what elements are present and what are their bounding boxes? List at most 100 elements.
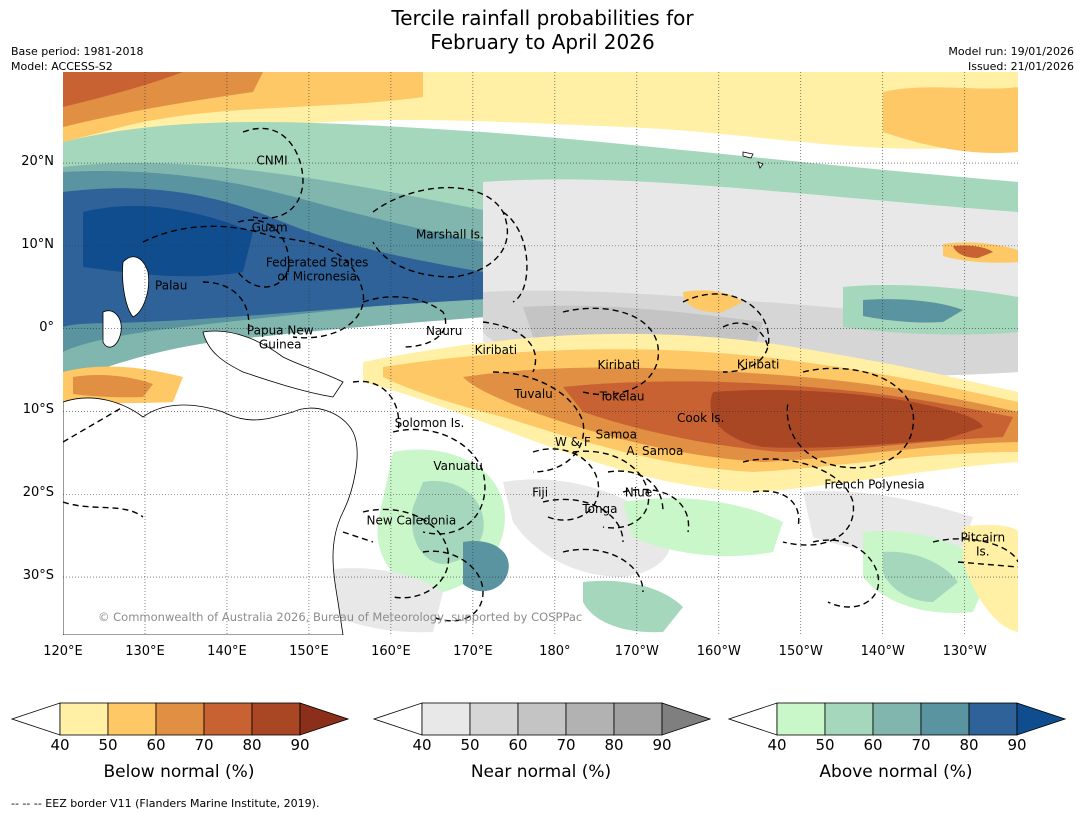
- colorbar-tick-label: 90: [652, 736, 672, 754]
- colorbar-low-extension: [11, 702, 61, 736]
- colorbar-high-extension: [1016, 702, 1066, 736]
- colorbar-high-extension: [299, 702, 349, 736]
- place-label: Guinea: [259, 337, 302, 351]
- colorbar-tick-label: 70: [556, 736, 576, 754]
- colorbar-title: Below normal (%): [103, 762, 255, 782]
- colorbar-tick-label: 60: [863, 736, 883, 754]
- title-line-1: Tercile rainfall probabilities for: [391, 6, 694, 30]
- colorbar-tick-label: 90: [290, 736, 310, 754]
- land-outlines: [63, 151, 764, 635]
- colorbar-segment: [155, 702, 205, 736]
- eez-borders: [63, 127, 1018, 622]
- title-line-2: February to April 2026: [430, 30, 655, 54]
- colorbar-segment: [421, 702, 471, 736]
- colorbar-tick-label: 80: [604, 736, 624, 754]
- colorbar-segment: [776, 702, 826, 736]
- map-title: Tercile rainfall probabilities for Febru…: [0, 6, 1085, 54]
- model-run: Model run: 19/01/2026: [948, 45, 1074, 58]
- longitude-tick-label: 150°E: [289, 644, 329, 659]
- gridlines: [63, 72, 1018, 635]
- colorbar-segment: [824, 702, 874, 736]
- colorbar-segment: [872, 702, 922, 736]
- place-label: Guam: [252, 221, 288, 235]
- place-label: Kiribati: [475, 343, 517, 357]
- latitude-tick-label: 30°S: [22, 568, 54, 584]
- colorbar-tick-label: 40: [412, 736, 432, 754]
- colorbar-tick-label: 60: [146, 736, 166, 754]
- longitude-tick-label: 150°W: [778, 644, 823, 659]
- colorbar-segment: [107, 702, 157, 736]
- colorbar-tick-label: 50: [460, 736, 480, 754]
- place-label: Tonga: [581, 502, 617, 516]
- place-label: Tokelau: [599, 390, 645, 404]
- place-label: Kiribati: [598, 358, 640, 372]
- colorbar-tick-label: 60: [508, 736, 528, 754]
- place-label: Federated States: [266, 255, 368, 269]
- longitude-tick-label: 160°E: [371, 644, 411, 659]
- colorbar-segment: [968, 702, 1018, 736]
- eez-footnote: -- -- -- EEZ border V11 (Flanders Marine…: [11, 797, 320, 810]
- colorbar-tick-label: 90: [1007, 736, 1027, 754]
- longitude-tick-label: 130°W: [942, 644, 987, 659]
- colorbar-low-extension: [728, 702, 778, 736]
- colorbar-tick-label: 50: [98, 736, 118, 754]
- longitude-tick-label: 130°E: [125, 644, 165, 659]
- colorbar-high-extension: [661, 702, 711, 736]
- place-label: Vanuatu: [433, 459, 483, 473]
- place-label: Pitcairn: [960, 530, 1005, 544]
- place-label: Fiji: [532, 486, 548, 500]
- longitude-tick-label: 180°: [539, 644, 571, 659]
- place-label: Solomon Is.: [395, 416, 465, 430]
- place-label: French Polynesia: [824, 477, 924, 491]
- latitude-tick-label: 20°S: [22, 485, 54, 501]
- colorbar-tick-label: 50: [815, 736, 835, 754]
- colorbar-3: [728, 702, 1066, 736]
- colorbar-segment: [59, 702, 109, 736]
- colorbar-tick-label: 80: [242, 736, 262, 754]
- colorbar-low-extension: [373, 702, 423, 736]
- colorbar-tick-label: 80: [959, 736, 979, 754]
- latitude-tick-label: 0°: [39, 319, 54, 335]
- colorbar-segment: [203, 702, 253, 736]
- colorbar-1: [11, 702, 349, 736]
- meta-left: Base period: 1981-2018 Model: ACCESS-S2: [11, 44, 143, 74]
- place-label: CNMI: [256, 154, 287, 168]
- latitude-tick-label: 10°S: [22, 402, 54, 418]
- latitude-tick-label: 10°N: [21, 236, 54, 252]
- colorbar-2: [373, 702, 711, 736]
- place-label: A. Samoa: [626, 444, 683, 458]
- issued-date: Issued: 21/01/2026: [967, 60, 1074, 73]
- model-name: Model: ACCESS-S2: [11, 60, 113, 73]
- colorbar-title: Above normal (%): [819, 762, 973, 782]
- place-label: New Caledonia: [367, 514, 457, 528]
- copyright-notice: © Commonwealth of Australia 2026, Bureau…: [98, 610, 582, 624]
- colorbar-tick-label: 40: [50, 736, 70, 754]
- place-label: Nauru: [426, 324, 462, 338]
- longitude-tick-label: 120°E: [43, 644, 83, 659]
- place-label: Papua New: [247, 323, 314, 337]
- place-label: Cook Is.: [677, 411, 724, 425]
- longitude-tick-label: 140°W: [860, 644, 905, 659]
- probability-field: [63, 72, 1018, 635]
- place-label: Tuvalu: [513, 387, 553, 401]
- longitude-tick-label: 170°W: [614, 644, 659, 659]
- place-label: Kiribati: [737, 357, 779, 371]
- base-period: Base period: 1981-2018: [11, 45, 144, 58]
- place-label: Niue: [625, 486, 652, 500]
- colorbar-segment: [565, 702, 615, 736]
- colorbar-segment: [251, 702, 301, 736]
- colorbar-segment: [920, 702, 970, 736]
- longitude-tick-label: 160°W: [696, 644, 741, 659]
- place-label: W & F: [555, 435, 591, 449]
- colorbar-segment: [613, 702, 663, 736]
- place-label: Palau: [155, 279, 187, 293]
- place-label: Marshall Is.: [416, 227, 484, 241]
- latitude-tick-label: 20°N: [21, 154, 54, 170]
- place-label: Samoa: [596, 428, 637, 442]
- colorbar-segment: [517, 702, 567, 736]
- place-label: Is.: [976, 544, 990, 558]
- place-label: of Micronesia: [277, 270, 357, 284]
- colorbar-tick-label: 70: [911, 736, 931, 754]
- colorbar-tick-label: 40: [767, 736, 787, 754]
